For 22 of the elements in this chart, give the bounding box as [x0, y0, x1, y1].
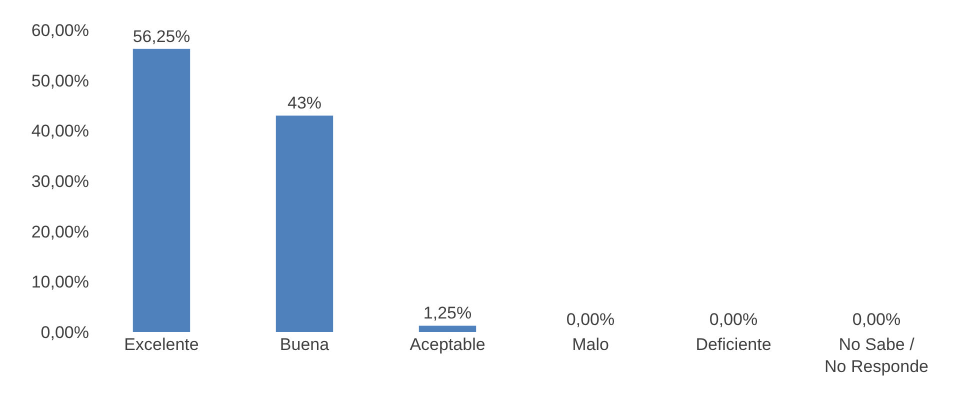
- bar: [132, 48, 190, 332]
- x-tick-label: Aceptable: [410, 335, 486, 354]
- x-tick-label: Deficiente: [696, 335, 772, 354]
- data-label: 43%: [287, 94, 322, 113]
- data-label: 0,00%: [709, 310, 758, 329]
- y-tick-label: 60,00%: [31, 20, 89, 40]
- x-tick-label: Malo: [572, 335, 609, 354]
- y-tick-label: 0,00%: [40, 322, 89, 342]
- y-tick-label: 50,00%: [31, 71, 89, 90]
- y-tick-label: 30,00%: [31, 172, 89, 191]
- data-label: 1,25%: [423, 304, 472, 323]
- x-tick-label: No Sabe / No Responde: [824, 335, 928, 376]
- y-tick-label: 20,00%: [31, 222, 89, 242]
- x-tick-label: Buena: [280, 335, 330, 354]
- y-tick-label: 10,00%: [31, 272, 89, 292]
- data-label: 0,00%: [852, 310, 901, 329]
- bar: [418, 326, 476, 332]
- bar: [276, 116, 334, 332]
- data-label: 0,00%: [566, 310, 615, 329]
- y-tick-label: 40,00%: [31, 122, 89, 141]
- data-label: 56,25%: [132, 26, 190, 46]
- x-tick-label: Excelente: [124, 335, 199, 354]
